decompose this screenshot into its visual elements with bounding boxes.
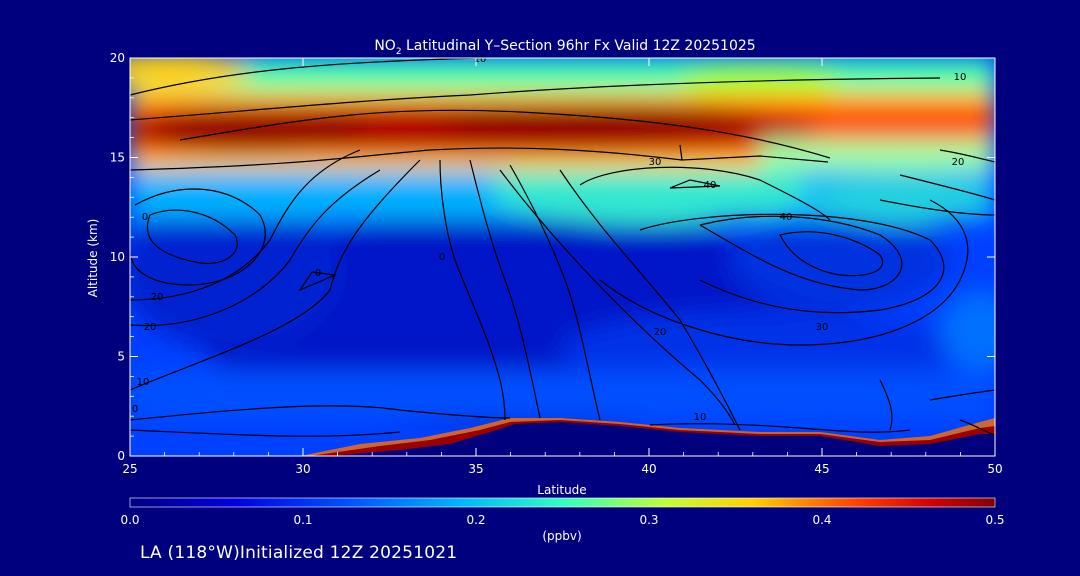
footer-caption: LA (118°W)Initialized 12Z 20251021 <box>140 543 458 563</box>
contour-label: 0 <box>315 268 321 279</box>
colorbar-unit: (ppbv) <box>542 529 581 543</box>
contour-label: 0 <box>132 404 138 415</box>
contour-label: 20 <box>151 292 164 303</box>
x-tick-label: 40 <box>641 462 656 476</box>
colorbar-tick-label: 0.2 <box>466 513 485 527</box>
chart-title: NO2 Latitudinal Y–Section 96hr Fx Valid … <box>374 38 755 57</box>
contour-label: 30 <box>649 157 662 168</box>
y-axis-label: Altitude (km) <box>86 219 100 298</box>
colorbar-tick-label: 0.5 <box>985 513 1004 527</box>
y-tick-label: 0 <box>117 449 125 463</box>
colorbar-tick-label: 0.1 <box>293 513 312 527</box>
contour-lines <box>130 58 995 437</box>
x-tick-label: 30 <box>295 462 310 476</box>
x-tick-label: 45 <box>814 462 829 476</box>
colorbar-tick-label: 0.4 <box>812 513 831 527</box>
x-tick-label: 50 <box>987 462 1002 476</box>
colorbar <box>129 497 996 508</box>
contour-label: 20 <box>654 327 667 338</box>
contour-label: 10 <box>137 377 150 388</box>
contour-label: 10 <box>694 412 707 423</box>
x-axis: 25 30 35 40 45 50 <box>122 58 1003 476</box>
contour-label: 40 <box>780 212 793 223</box>
contour-label: 10 <box>474 54 487 65</box>
x-tick-label: 35 <box>468 462 483 476</box>
colorbar-tick-label: 0.0 <box>120 513 139 527</box>
x-axis-label: Latitude <box>537 483 586 497</box>
contour-label: 0 <box>142 212 148 223</box>
contour-label: 0 <box>439 252 445 263</box>
y-tick-label: 10 <box>110 250 125 264</box>
contour-label: 40 <box>704 180 717 191</box>
y-tick-label: 5 <box>117 350 125 364</box>
contour-label: 20 <box>952 157 965 168</box>
y-tick-label: 20 <box>110 51 125 65</box>
colorbar-ticks: 0.0 0.1 0.2 0.3 0.4 0.5 <box>120 513 1004 527</box>
contour-label: 10 <box>954 72 967 83</box>
x-tick-label: 25 <box>122 462 137 476</box>
contour-label: 20 <box>144 322 157 333</box>
y-tick-label: 15 <box>110 151 125 165</box>
heatmap-field <box>130 58 995 456</box>
contour-label: 30 <box>816 322 829 333</box>
y-axis: 0 5 10 15 20 <box>110 51 995 463</box>
colorbar-tick-label: 0.3 <box>639 513 658 527</box>
contour-labels: 10 10 20 0 30 40 40 20 0 20 10 0 0 30 20 10 <box>132 54 967 423</box>
